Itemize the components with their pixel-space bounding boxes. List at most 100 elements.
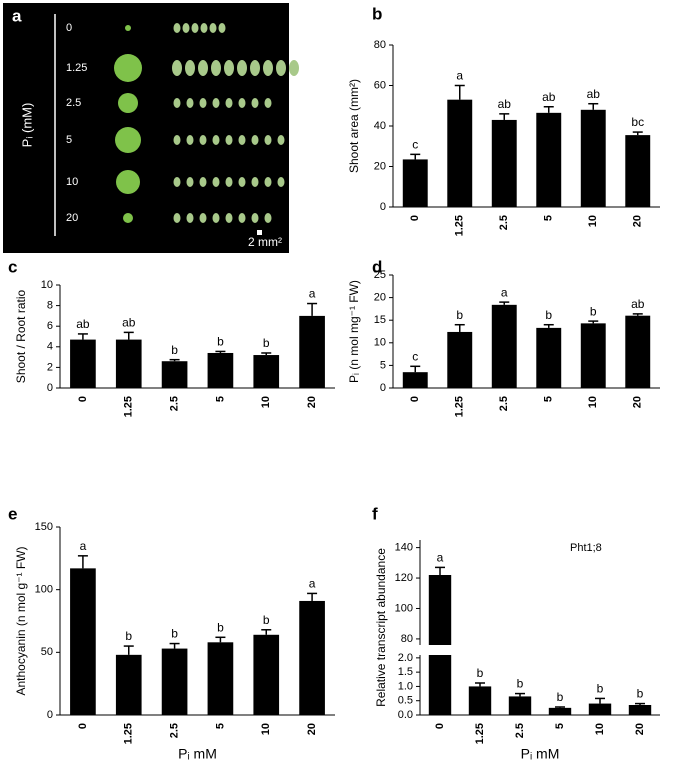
significance-letter: b [171,627,178,641]
y-tick-label: 20 [374,292,386,304]
leaf [225,98,233,108]
bar [207,352,234,388]
y-tick-label: 10 [374,337,386,349]
leaf [250,60,260,76]
significance-letter: b [263,613,270,627]
y-tick-label: 80 [401,633,413,645]
significance-letter: a [80,539,87,553]
y-tick-label: 1.5 [398,666,413,678]
y-tick-label: 120 [395,572,413,584]
significance-letter: a [456,69,463,83]
y-tick-label: 100 [35,584,53,596]
significance-letter: b [217,620,224,634]
significance-letter: bc [631,115,644,129]
significance-letter: ab [498,97,512,111]
y-tick-label: 15 [374,314,386,326]
y-tick-label: 0 [47,709,53,721]
x-tick-label: 2.5 [498,396,510,411]
y-tick-label: 140 [395,542,413,554]
y-tick-label: 150 [35,521,53,533]
leaf [186,98,194,108]
leaf [198,60,208,76]
leaf [237,60,247,76]
bar [468,686,492,715]
significance-letter: b [545,308,552,322]
x-axis-label: Pᵢ mM [178,746,217,762]
leaf [251,213,259,223]
bar [70,339,96,388]
x-tick-label: 0 [409,396,421,402]
leaf [238,177,246,187]
y-tick-label: 40 [374,120,386,132]
bar [491,304,517,388]
x-tick-label: 20 [306,396,318,408]
leaf [264,98,272,108]
bar [580,323,606,388]
significance-letter: b [263,336,270,350]
x-tick-label: 10 [260,723,272,735]
plant [115,127,141,153]
panel-label: a [12,6,22,25]
bar [299,315,325,388]
panel-label: b [372,4,382,23]
leaf [251,177,259,187]
leaf [238,98,246,108]
y-tick-label: 25 [374,269,386,281]
plant [125,25,131,31]
x-tick-label: 5 [554,723,566,729]
y-tick-label: 50 [41,646,53,658]
x-tick-label: 20 [634,723,646,735]
y-tick-label: 6 [47,320,53,332]
significance-letter: b [557,690,564,704]
significance-letter: b [597,682,604,696]
leaf [225,135,233,145]
photo-row-label: 1.25 [66,62,87,74]
leaf [224,60,234,76]
plant [116,170,140,194]
panel-label: c [8,257,17,276]
bar [447,99,473,207]
plant [114,54,142,82]
x-tick-label: 20 [632,396,644,408]
scale-bar [257,230,262,235]
leaf [186,135,194,145]
bar [253,355,280,388]
bar [588,703,612,715]
bar [402,372,428,388]
x-tick-label: 10 [587,396,599,408]
leaf [186,177,194,187]
significance-letter: a [309,577,316,591]
photo-axis-label: Pᵢ (mM) [19,103,34,148]
significance-letter: b [637,687,644,701]
plant [123,213,133,223]
x-tick-label: 20 [632,215,644,227]
bar [402,159,428,207]
x-tick-label: 5 [543,396,555,402]
bar [625,135,651,207]
y-axis-label: Pᵢ (n mol mg⁻¹ FW) [347,280,361,383]
leaf [209,23,217,33]
x-tick-label: 2.5 [498,215,510,230]
bar [253,634,280,715]
y-tick-label: 0 [380,382,386,394]
x-tick-label: 5 [543,215,555,221]
significance-letter: ab [122,316,136,330]
leaf [263,60,273,76]
leaf [251,98,259,108]
x-tick-label: 10 [260,396,272,408]
significance-letter: a [501,285,508,299]
leaf [264,177,272,187]
x-tick-label: 0 [77,723,89,729]
y-tick-label: 0 [47,382,53,394]
annotation-note: Pht1;8 [570,542,602,554]
leaf [277,135,285,145]
significance-letter: b [477,666,484,680]
bar [536,112,562,207]
leaf [238,135,246,145]
plant [118,93,138,113]
leaf [212,213,220,223]
leaf [172,60,182,76]
x-tick-label: 1.25 [123,723,135,744]
leaf [264,213,272,223]
y-tick-label: 20 [374,160,386,172]
